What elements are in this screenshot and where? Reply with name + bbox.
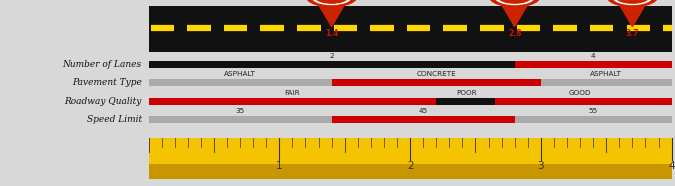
Bar [148, 138, 672, 164]
Text: 3.7: 3.7 [626, 29, 639, 38]
Text: Number of Lanes: Number of Lanes [63, 60, 142, 69]
Bar [514, 116, 672, 123]
Text: 45: 45 [418, 108, 428, 114]
Ellipse shape [616, 0, 649, 4]
Text: 4: 4 [591, 53, 595, 59]
Bar [148, 98, 436, 105]
Text: GOOD: GOOD [569, 90, 591, 96]
Text: ASPHALT: ASPHALT [591, 71, 622, 77]
Text: Pavement Type: Pavement Type [72, 78, 142, 87]
Ellipse shape [494, 0, 535, 5]
Bar [541, 79, 672, 86]
Bar [331, 116, 514, 123]
Text: 1.4: 1.4 [325, 29, 338, 38]
Text: 2.8: 2.8 [508, 29, 521, 38]
Text: 1: 1 [276, 161, 283, 171]
Bar [148, 6, 672, 52]
Text: CONCRETE: CONCRETE [416, 71, 456, 77]
Text: 2: 2 [407, 161, 413, 171]
Ellipse shape [607, 0, 658, 7]
Text: FAIR: FAIR [285, 90, 300, 96]
Text: Speed Limit: Speed Limit [86, 115, 142, 124]
Text: 3: 3 [537, 161, 544, 171]
Bar [148, 79, 331, 86]
Bar [514, 61, 672, 68]
Ellipse shape [315, 0, 348, 4]
Ellipse shape [489, 0, 540, 7]
Ellipse shape [497, 0, 532, 4]
Bar [148, 61, 514, 68]
Text: 55: 55 [589, 108, 598, 114]
Polygon shape [317, 1, 346, 27]
Ellipse shape [311, 0, 352, 5]
Bar [331, 79, 541, 86]
Text: ASPHALT: ASPHALT [224, 71, 256, 77]
Bar [148, 164, 672, 179]
Text: 35: 35 [236, 108, 244, 114]
Bar [148, 116, 331, 123]
Polygon shape [618, 1, 647, 27]
Ellipse shape [612, 0, 653, 5]
Polygon shape [500, 1, 529, 27]
Text: 2: 2 [329, 53, 334, 59]
Bar [495, 98, 672, 105]
Bar [436, 98, 495, 105]
Text: 4: 4 [668, 161, 675, 171]
Ellipse shape [306, 0, 357, 7]
Text: POOR: POOR [456, 90, 477, 96]
Text: Roadway Quality: Roadway Quality [64, 97, 142, 106]
